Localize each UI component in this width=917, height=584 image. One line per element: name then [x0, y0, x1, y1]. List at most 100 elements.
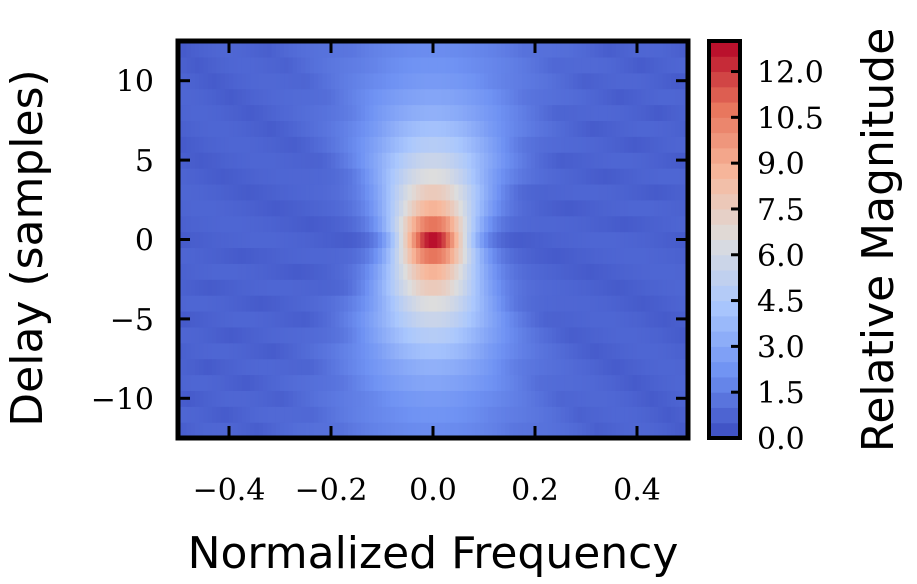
heatmap-cell	[216, 168, 222, 185]
heatmap-cell	[411, 136, 417, 153]
heatmap-cell	[615, 390, 621, 407]
heatmap-cell	[267, 183, 273, 201]
heatmap-cell	[373, 56, 379, 74]
heatmap-cell	[335, 72, 341, 90]
heatmap-cell	[641, 152, 647, 169]
heatmap-cell	[471, 326, 477, 344]
heatmap-cell	[322, 390, 328, 407]
heatmap-cell	[203, 152, 209, 169]
heatmap-cell	[586, 342, 591, 360]
heatmap-cell	[462, 263, 468, 280]
heatmap-cell	[297, 342, 302, 360]
heatmap-cell	[637, 279, 642, 296]
heatmap-cell	[603, 215, 608, 233]
heatmap-cell	[581, 326, 587, 344]
heatmap-cell	[654, 342, 659, 360]
heatmap-cell	[314, 215, 319, 233]
heatmap-cell	[182, 295, 188, 312]
heatmap-cell	[590, 215, 596, 233]
heatmap-cell	[462, 279, 468, 296]
heatmap-cell	[654, 231, 659, 249]
heatmap-cell	[454, 231, 460, 249]
heatmap-cell	[569, 88, 574, 106]
heatmap-cell	[467, 263, 472, 280]
heatmap-cell	[496, 56, 502, 74]
heatmap-cell	[569, 342, 574, 360]
heatmap-cell	[212, 247, 217, 264]
heatmap-cell	[564, 56, 570, 74]
heatmap-cell	[280, 247, 285, 264]
heatmap-cell	[220, 263, 226, 280]
y-tick-label: 0	[135, 224, 154, 259]
heatmap-cell	[433, 72, 438, 90]
heatmap-cell	[348, 231, 353, 249]
heatmap-cell	[547, 326, 553, 344]
heatmap-cell	[190, 326, 196, 344]
heatmap-cell	[420, 152, 426, 169]
heatmap-cell	[611, 136, 617, 153]
heatmap-cell	[530, 406, 536, 423]
heatmap-cell	[326, 231, 332, 249]
heatmap-cell	[505, 342, 511, 360]
heatmap-cell	[437, 358, 443, 376]
heatmap-cell	[297, 136, 302, 153]
heatmap-cell	[416, 168, 421, 185]
heatmap-cell	[637, 120, 642, 137]
heatmap-cell	[645, 263, 651, 280]
heatmap-cell	[535, 422, 540, 439]
heatmap-cell	[645, 120, 651, 137]
heatmap-cell	[543, 263, 549, 280]
heatmap-cell	[301, 152, 307, 169]
heatmap-cell	[407, 199, 413, 217]
heatmap-cell	[658, 422, 664, 439]
heatmap-cell	[373, 406, 379, 423]
heatmap-cell	[437, 41, 443, 58]
heatmap-cell	[360, 263, 366, 280]
heatmap-cell	[394, 326, 400, 344]
heatmap-cell	[305, 152, 311, 169]
heatmap-cell	[360, 215, 366, 233]
heatmap-cell	[645, 310, 651, 328]
heatmap-cell	[399, 406, 404, 423]
heatmap-cell	[216, 41, 222, 58]
heatmap-cell	[369, 342, 375, 360]
heatmap-cell	[637, 295, 642, 312]
heatmap-cell	[263, 88, 268, 106]
heatmap-cell	[671, 326, 676, 344]
heatmap-cell	[658, 342, 664, 360]
heatmap-cell	[569, 168, 574, 185]
heatmap-cell	[335, 342, 341, 360]
heatmap-cell	[539, 342, 545, 360]
heatmap-cell	[513, 152, 519, 169]
heatmap-cell	[331, 358, 336, 376]
heatmap-cell	[373, 152, 379, 169]
heatmap-cell	[390, 152, 396, 169]
heatmap-cell	[620, 72, 625, 90]
heatmap-cell	[237, 247, 243, 264]
heatmap-cell	[220, 215, 226, 233]
heatmap-cell	[505, 199, 511, 217]
heatmap-cell	[471, 72, 477, 90]
heatmap-cell	[258, 390, 264, 407]
heatmap-cell	[450, 88, 455, 106]
heatmap-cell	[513, 168, 519, 185]
heatmap-cell	[535, 263, 540, 280]
heatmap-cell	[501, 231, 506, 249]
heatmap-cell	[309, 358, 315, 376]
heatmap-cell	[654, 88, 659, 106]
heatmap-cell	[679, 120, 685, 137]
heatmap-cell	[309, 310, 315, 328]
heatmap-cell	[509, 136, 515, 153]
heatmap-cell	[445, 136, 451, 153]
heatmap-cell	[441, 120, 447, 137]
heatmap-cell	[624, 310, 630, 328]
heatmap-cell	[182, 120, 188, 137]
heatmap-cell	[564, 263, 570, 280]
heatmap-cell	[433, 199, 438, 217]
heatmap-cell	[445, 342, 451, 360]
heatmap-cell	[263, 104, 268, 121]
heatmap-cell	[352, 374, 358, 391]
heatmap-cell	[305, 199, 311, 217]
heatmap-cell	[258, 406, 264, 423]
heatmap-cell	[560, 247, 566, 264]
